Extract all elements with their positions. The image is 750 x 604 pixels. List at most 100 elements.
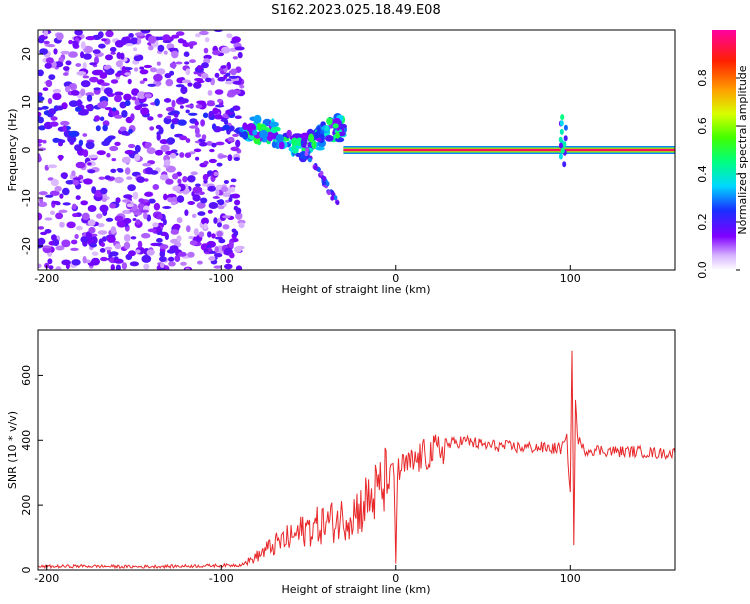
spectrogram-blob [156, 238, 163, 243]
spectrogram-blob [143, 64, 152, 69]
spectrogram-blob [167, 111, 176, 116]
spectrogram-blob [87, 162, 92, 166]
spectrogram-blob [87, 169, 96, 174]
spectrogram-blob [215, 184, 223, 190]
spectrogram-blob [144, 178, 149, 182]
spectrogram-blob [231, 89, 242, 95]
spectrogram-y-ticks: -20 -10 0 10 20 [20, 47, 43, 255]
spectrogram-blob [166, 137, 176, 145]
spectrogram-blob [198, 231, 205, 238]
spectrogram-blob [214, 253, 223, 258]
spectrogram-blob [190, 171, 198, 176]
spectrogram-blob [183, 51, 190, 57]
spectrogram-blob [38, 226, 45, 230]
spectrogram-blob [194, 127, 200, 135]
spectrogram-blob [196, 100, 206, 105]
spectrogram-blob [93, 87, 101, 91]
spectrogram-blob [96, 213, 103, 219]
spectrogram-blob [208, 250, 217, 254]
spectrogram-blob [150, 67, 157, 73]
spectrogram-blob [179, 105, 184, 109]
spectrogram-blob [45, 57, 54, 64]
spectrogram-blob [121, 110, 128, 118]
spectrogram-blob [228, 241, 234, 248]
spectrogram-blob [59, 193, 64, 199]
spectrogram-blob [99, 248, 106, 253]
spectrogram-blob [80, 200, 88, 206]
spectrogram-blob [101, 38, 107, 42]
spectrogram-blob [128, 128, 133, 134]
spectrogram-blob [200, 119, 206, 127]
spectrogram-blob [111, 158, 117, 162]
spectrogram-blob [38, 107, 44, 111]
spectrogram-blob [230, 178, 237, 183]
spectrogram-blob [562, 141, 567, 148]
spectrogram-blob [152, 222, 159, 228]
spectrogram-blob [51, 200, 61, 205]
spectrogram-blob [186, 225, 191, 233]
spectrogram-blob [76, 71, 87, 76]
spectrogram-blob [139, 69, 149, 75]
spectrogram-blob [226, 33, 233, 39]
spectrogram-blob [49, 121, 59, 127]
spectrogram-blob [333, 195, 338, 201]
spectrogram-blob [234, 46, 245, 51]
spectrogram-blob [242, 131, 249, 140]
spectrogram-blob [114, 40, 125, 48]
spectrogram-blob [60, 120, 70, 126]
spectrogram-blob [47, 258, 53, 265]
spectrogram-blob [43, 40, 50, 45]
spectrogram-blob [232, 105, 241, 111]
spectrogram-blob [63, 66, 70, 71]
spectrogram-blob [213, 265, 222, 269]
spectrogram-blob [139, 103, 149, 107]
spectrogram-blob [211, 142, 217, 148]
spectrogram-blob [193, 148, 202, 153]
spectrogram-blob [55, 212, 64, 220]
spectrogram-blob [135, 219, 141, 226]
spectrogram-blob [319, 170, 324, 176]
spectrogram-blob [80, 88, 86, 97]
spectrogram-blob [180, 98, 189, 104]
spectrogram-blob [59, 139, 66, 144]
spectrogram-blob [82, 62, 87, 70]
spectrogram-blob [105, 30, 114, 38]
spectrogram-blob [60, 172, 68, 179]
spectrogram-blob [228, 196, 233, 202]
spectrogram-blob [38, 111, 42, 117]
spectrogram-blob [231, 193, 241, 199]
spectrogram-blob [54, 185, 62, 192]
spectrogram-blob [189, 240, 198, 246]
spectrogram-blob [316, 137, 322, 142]
spectrogram-blob [216, 162, 223, 167]
snr-series-line [38, 350, 675, 570]
spectrogram-blob [124, 149, 135, 155]
spectrogram-blob [88, 226, 96, 234]
spectrogram-blob [94, 115, 101, 122]
spectrogram-blob [92, 49, 101, 54]
spectrogram-blob [39, 48, 48, 55]
spectrogram-blob [185, 68, 191, 76]
spectrogram-blob [253, 114, 262, 125]
spectrogram-blob [110, 264, 115, 270]
spectrogram-blob [208, 256, 216, 262]
spectrogram-blob [156, 61, 161, 66]
spectrogram-blob [110, 168, 117, 173]
spectrogram-blob [211, 233, 216, 239]
spectrogram-blob [162, 206, 172, 209]
spectrogram-blob [206, 141, 213, 146]
spectrogram-blob [76, 225, 83, 231]
spectrogram-blob [82, 133, 88, 137]
spectrogram-blob [202, 174, 209, 181]
spectrogram-blob [101, 197, 107, 202]
snr-y-tick-label: 200 [20, 495, 33, 516]
spectrogram-blob [163, 98, 172, 103]
spectrogram-blob [143, 78, 148, 82]
spectrogram-blob [130, 37, 138, 42]
spectrogram-blob [39, 197, 44, 203]
spectrogram-blob [197, 260, 203, 265]
spectrogram-blob [292, 133, 303, 138]
spectrogram-blob [132, 191, 139, 200]
spectrogram-blob [165, 178, 174, 185]
spectrogram-blob [217, 199, 225, 206]
